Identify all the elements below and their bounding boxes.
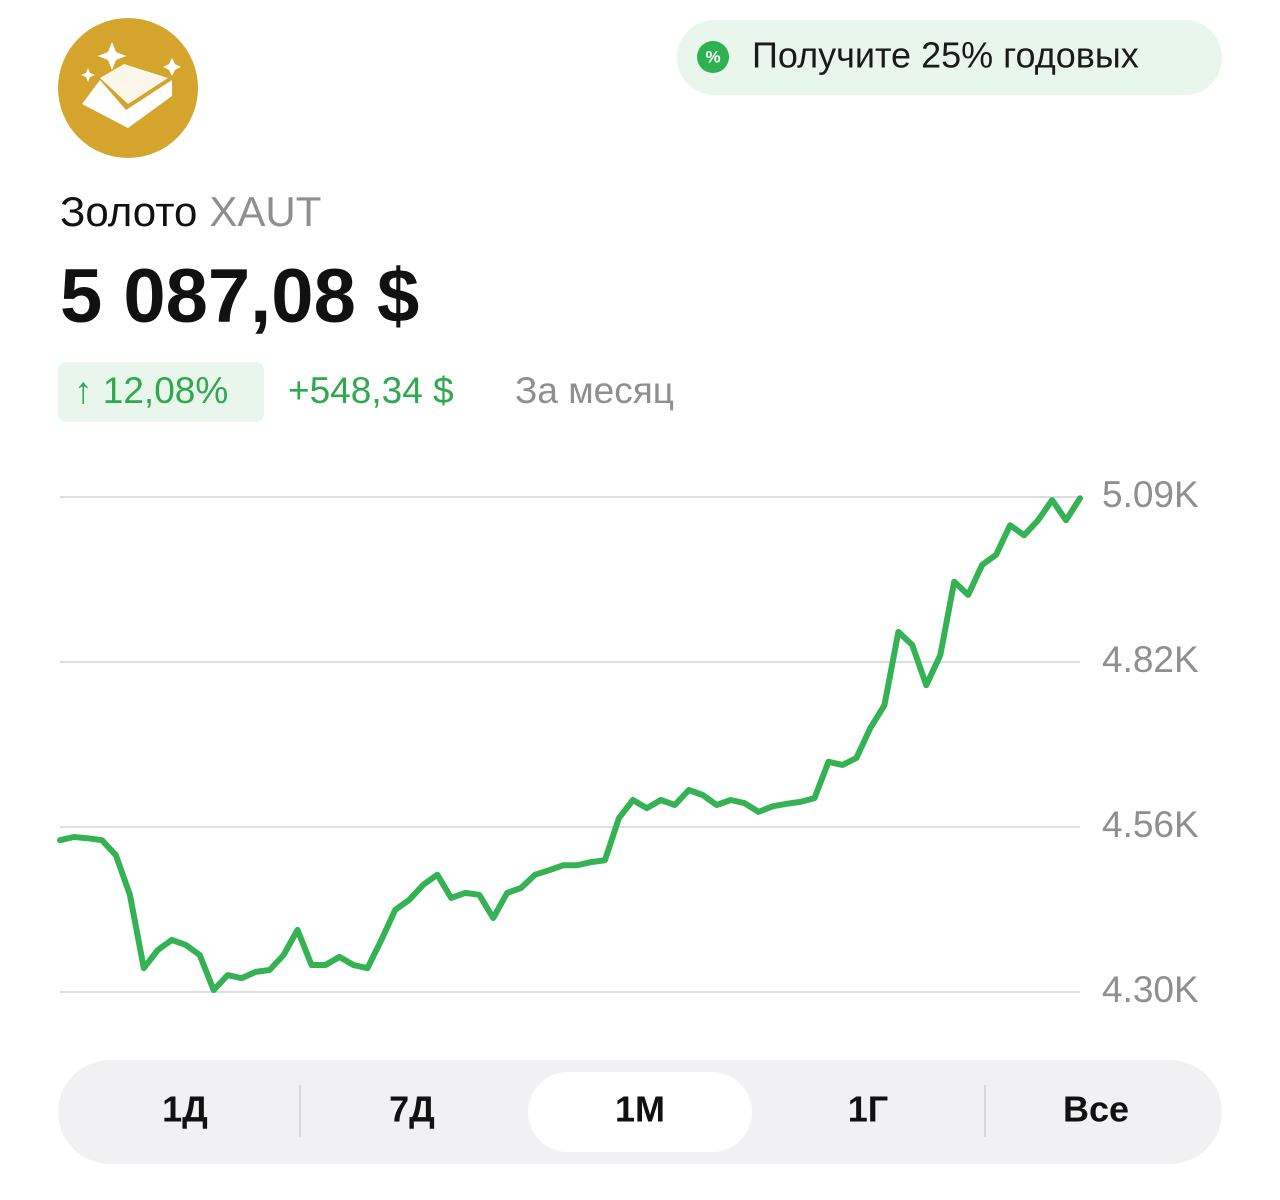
asset-ticker: XAUT [209, 188, 321, 235]
change-badge [58, 362, 264, 422]
gold-bar-icon [81, 42, 181, 128]
tab[interactable]: 7Д [389, 1089, 435, 1130]
period: За месяц [515, 370, 674, 411]
promo-icon-circle [697, 41, 729, 73]
y-tick-label: 5.09K [1102, 474, 1199, 515]
asset-title: Золото XAUT [60, 188, 321, 235]
promo-text: Получите 25% годовых [752, 35, 1139, 76]
tab[interactable]: 1Г [848, 1089, 888, 1130]
y-tick-label: 4.82K [1102, 639, 1199, 680]
change-percent: ↑ 12,08% [74, 370, 228, 411]
tab[interactable]: 1Д [162, 1089, 208, 1130]
promo-icon: % [705, 47, 720, 66]
y-tick-label: 4.56K [1102, 804, 1199, 845]
price-line [57, 495, 1083, 994]
promo-pill[interactable]: % Получите 25% годовых [677, 20, 1222, 95]
y-tick-label: 4.30K [1102, 969, 1199, 1010]
tab[interactable]: Все [1063, 1089, 1129, 1130]
tab[interactable]: 1М [615, 1089, 665, 1130]
change-amount: +548,34 $ [288, 370, 454, 411]
asset-name: Золото [60, 188, 197, 235]
price: 5 087,08 $ [60, 254, 419, 339]
chart: 4.30K 4.56K 4.82K 5.09K [57, 474, 1199, 1010]
promo-background [677, 20, 1222, 95]
tabs: 1Д 7Д 1М 1Г Все [162, 1072, 1129, 1152]
tab-selected [528, 1072, 752, 1152]
